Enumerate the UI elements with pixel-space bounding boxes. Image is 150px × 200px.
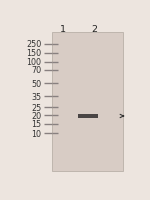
Text: 100: 100 bbox=[26, 58, 41, 67]
Bar bbox=[52, 32, 123, 171]
Text: 10: 10 bbox=[31, 129, 41, 138]
Text: 50: 50 bbox=[31, 79, 41, 88]
Text: 2: 2 bbox=[91, 25, 97, 34]
Text: 250: 250 bbox=[26, 40, 41, 49]
Text: 35: 35 bbox=[31, 92, 41, 101]
Text: 1: 1 bbox=[60, 25, 66, 34]
Text: 25: 25 bbox=[31, 103, 41, 112]
Bar bbox=[78, 114, 98, 119]
Text: 20: 20 bbox=[31, 111, 41, 120]
Text: 70: 70 bbox=[31, 66, 41, 75]
Text: 150: 150 bbox=[26, 49, 41, 58]
Text: 15: 15 bbox=[31, 120, 41, 129]
